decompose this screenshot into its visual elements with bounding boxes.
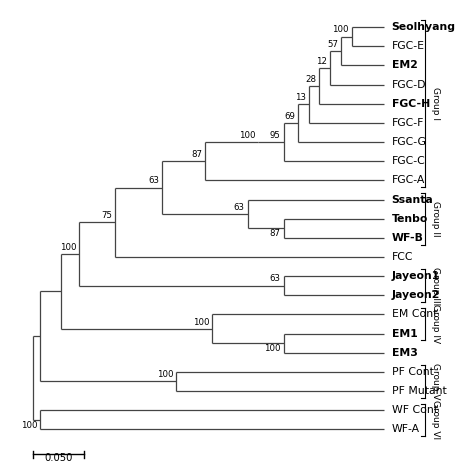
Text: 87: 87	[270, 229, 281, 238]
Text: 28: 28	[306, 74, 317, 83]
Text: 0.050: 0.050	[44, 453, 73, 463]
Text: EM1: EM1	[392, 329, 418, 338]
Text: FGC-C: FGC-C	[392, 156, 426, 166]
Text: FGC-D: FGC-D	[392, 80, 426, 89]
Text: 57: 57	[327, 40, 338, 49]
Text: FGC-G: FGC-G	[392, 137, 427, 147]
Text: 100: 100	[239, 131, 255, 140]
Text: 63: 63	[148, 176, 159, 185]
Text: Seolhyang: Seolhyang	[392, 22, 456, 32]
Text: 100: 100	[60, 243, 76, 252]
Text: FGC-H: FGC-H	[392, 99, 430, 109]
Text: 63: 63	[270, 274, 281, 284]
Text: 95: 95	[270, 131, 281, 140]
Text: 63: 63	[234, 203, 245, 212]
Text: Tenbo: Tenbo	[392, 214, 428, 224]
Text: EM3: EM3	[392, 348, 418, 358]
Text: Group II: Group II	[431, 201, 440, 236]
Text: EM Cont: EM Cont	[392, 309, 437, 320]
Text: Group IV: Group IV	[431, 305, 440, 344]
Text: WF Cont: WF Cont	[392, 405, 438, 415]
Text: 69: 69	[284, 112, 295, 121]
Text: 100: 100	[264, 344, 281, 353]
Text: 87: 87	[191, 150, 202, 159]
Text: FGC-F: FGC-F	[392, 118, 424, 128]
Text: Jayeon1: Jayeon1	[392, 271, 440, 281]
Text: FGC-A: FGC-A	[392, 176, 425, 185]
Text: FGC-E: FGC-E	[392, 41, 425, 51]
Text: Jayeon2: Jayeon2	[392, 290, 440, 300]
Text: Group V: Group V	[431, 363, 440, 400]
Text: Group III: Group III	[431, 267, 440, 305]
Text: 12: 12	[316, 57, 327, 66]
Text: Group VI: Group VI	[431, 400, 440, 439]
Text: PF Cont: PF Cont	[392, 367, 434, 377]
Text: PF Mutant: PF Mutant	[392, 386, 447, 396]
Text: WF-A: WF-A	[392, 424, 420, 434]
Text: 100: 100	[332, 25, 349, 35]
Text: WF-B: WF-B	[392, 233, 424, 243]
Text: EM2: EM2	[392, 60, 418, 71]
Text: 100: 100	[192, 317, 209, 327]
Text: 100: 100	[157, 370, 173, 379]
Text: Ssanta: Ssanta	[392, 195, 434, 205]
Text: 75: 75	[101, 211, 112, 220]
Text: 100: 100	[21, 421, 37, 430]
Text: 13: 13	[295, 93, 306, 102]
Text: Group I: Group I	[431, 87, 440, 120]
Text: FCC: FCC	[392, 252, 413, 262]
